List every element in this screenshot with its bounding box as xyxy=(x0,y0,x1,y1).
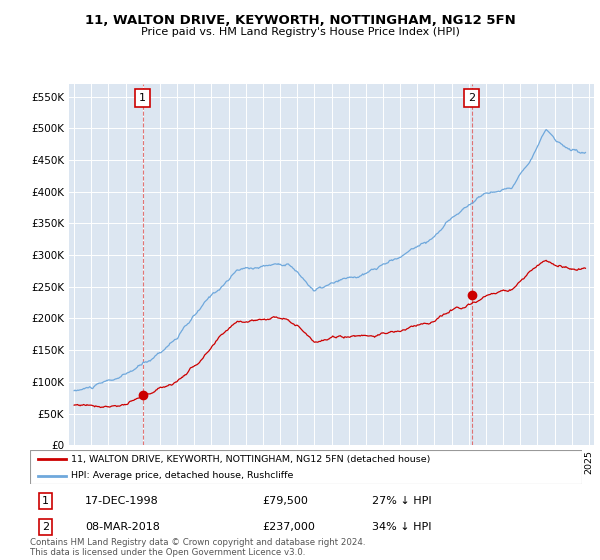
FancyBboxPatch shape xyxy=(30,450,582,484)
Text: Price paid vs. HM Land Registry's House Price Index (HPI): Price paid vs. HM Land Registry's House … xyxy=(140,27,460,37)
Text: £237,000: £237,000 xyxy=(262,522,315,532)
Text: 1: 1 xyxy=(139,93,146,103)
Text: 27% ↓ HPI: 27% ↓ HPI xyxy=(372,496,432,506)
Text: 11, WALTON DRIVE, KEYWORTH, NOTTINGHAM, NG12 5FN: 11, WALTON DRIVE, KEYWORTH, NOTTINGHAM, … xyxy=(85,14,515,27)
Text: 2: 2 xyxy=(42,522,49,532)
Text: 34% ↓ HPI: 34% ↓ HPI xyxy=(372,522,432,532)
Text: 2: 2 xyxy=(468,93,475,103)
Text: 17-DEC-1998: 17-DEC-1998 xyxy=(85,496,159,506)
Text: Contains HM Land Registry data © Crown copyright and database right 2024.
This d: Contains HM Land Registry data © Crown c… xyxy=(30,538,365,557)
Text: £79,500: £79,500 xyxy=(262,496,308,506)
Text: 08-MAR-2018: 08-MAR-2018 xyxy=(85,522,160,532)
Text: 1: 1 xyxy=(42,496,49,506)
Text: 11, WALTON DRIVE, KEYWORTH, NOTTINGHAM, NG12 5FN (detached house): 11, WALTON DRIVE, KEYWORTH, NOTTINGHAM, … xyxy=(71,455,431,464)
Text: HPI: Average price, detached house, Rushcliffe: HPI: Average price, detached house, Rush… xyxy=(71,471,294,480)
